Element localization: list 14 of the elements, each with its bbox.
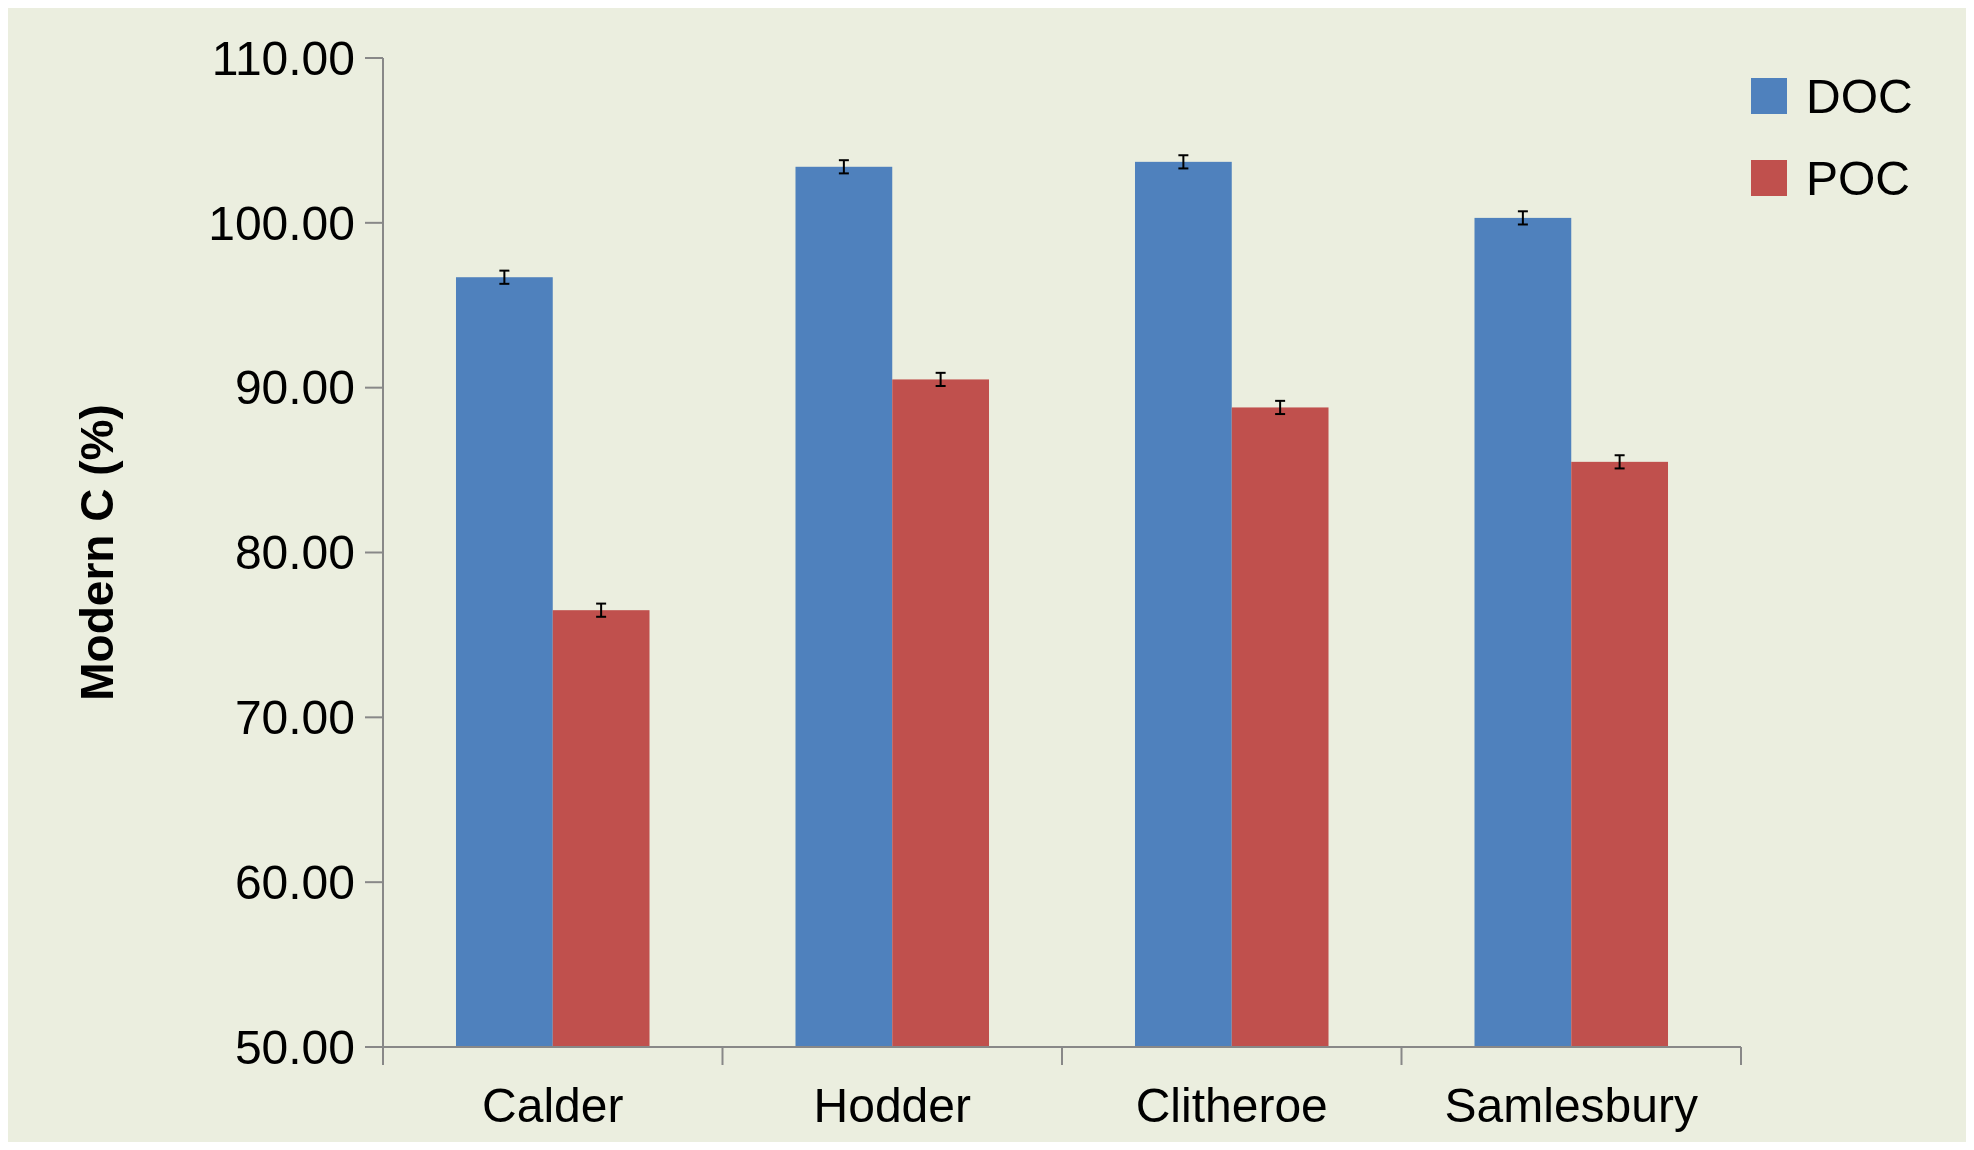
x-tick-label: Calder — [482, 1079, 624, 1132]
y-tick-label: 110.00 — [211, 31, 355, 85]
y-tick-label: 90.00 — [234, 361, 355, 415]
x-tick-label: Clitheroe — [1135, 1079, 1328, 1132]
y-axis-title: Modern C (%) — [71, 404, 123, 701]
x-tick-label: Hodder — [813, 1079, 971, 1132]
legend-label: POC — [1806, 151, 1911, 205]
y-tick-label: 70.00 — [234, 691, 355, 745]
y-tick-label: 50.00 — [234, 1020, 355, 1074]
legend-label: DOC — [1806, 69, 1913, 123]
x-tick-label: Samlesbury — [1444, 1079, 1698, 1132]
y-tick-label: 60.00 — [234, 855, 355, 909]
y-tick-label: 80.00 — [234, 526, 355, 580]
y-tick-label: 100.00 — [208, 196, 355, 250]
